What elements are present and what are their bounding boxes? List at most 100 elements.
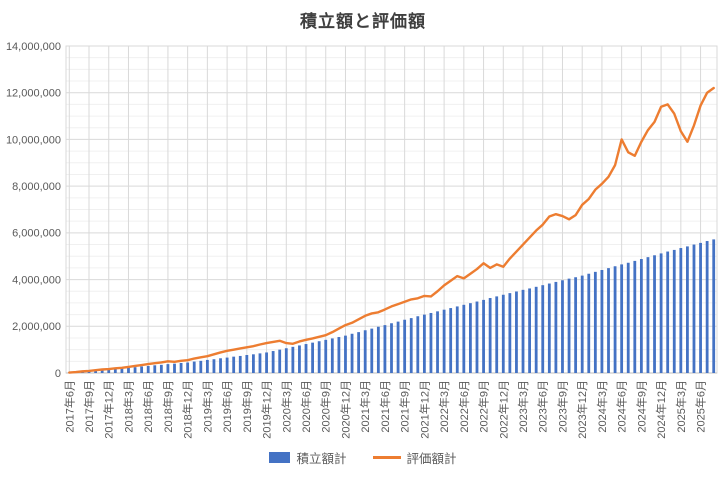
bar — [252, 354, 255, 373]
x-tick-label: 2017年6月 — [62, 380, 76, 433]
bar — [600, 270, 604, 373]
bar — [547, 283, 551, 373]
x-tick-label: 2019年12月 — [260, 380, 274, 439]
bar-series-tsumitate — [67, 239, 716, 374]
bar — [337, 337, 341, 373]
y-tick-label: 10,000,000 — [6, 134, 61, 146]
bar — [712, 239, 716, 373]
x-tick-label: 2018年12月 — [181, 380, 195, 439]
bar — [475, 301, 479, 373]
bar — [639, 259, 643, 373]
bar — [587, 273, 591, 373]
y-axis-labels: 0 2,000,000 4,000,000 6,000,000 8,000,000 10,… — [6, 41, 61, 380]
bar — [574, 277, 578, 373]
bar — [291, 346, 295, 373]
bar — [699, 242, 702, 373]
bar — [659, 253, 663, 373]
bar — [422, 314, 426, 373]
bar — [567, 278, 571, 373]
x-tick-label: 2020年9月 — [319, 380, 333, 433]
bar — [120, 368, 124, 373]
bar — [212, 359, 216, 373]
bar — [653, 255, 656, 373]
x-tick-label: 2024年9月 — [634, 380, 648, 433]
x-tick-label: 2024年12月 — [654, 380, 668, 439]
bar — [613, 266, 617, 373]
x-axis-labels: 2017年6月 2017年9月 2017年12月 2018年3月 2018年6月 2018… — [62, 380, 707, 439]
gridlines-minor — [66, 57, 717, 362]
bar — [357, 332, 361, 374]
x-tick-label: 2023年12月 — [575, 380, 589, 439]
bar — [304, 344, 308, 373]
y-tick-label: 14,000,000 — [6, 41, 61, 53]
bar — [705, 241, 709, 373]
x-tick-label: 2018年3月 — [121, 380, 135, 433]
bar — [199, 360, 203, 373]
bar — [396, 321, 400, 373]
bar — [534, 286, 538, 373]
bar — [580, 275, 584, 373]
bar — [692, 244, 696, 373]
bar — [159, 364, 163, 373]
bar — [225, 357, 229, 373]
bar — [344, 335, 347, 373]
bar — [593, 271, 597, 373]
legend-label-hyouka: 評価額計 — [406, 451, 457, 466]
y-tick-label: 0 — [55, 368, 61, 380]
bar — [469, 303, 472, 373]
bar — [495, 296, 499, 373]
bar — [449, 308, 453, 373]
bar — [626, 262, 630, 373]
legend-bar-swatch-icon — [269, 451, 291, 463]
bar — [317, 341, 321, 373]
x-tick-label: 2023年6月 — [536, 380, 550, 433]
bar — [140, 366, 144, 373]
bar — [442, 309, 446, 373]
bar — [265, 352, 268, 373]
bar — [330, 338, 334, 373]
bar — [515, 291, 518, 373]
bar — [324, 339, 328, 373]
bar — [146, 365, 150, 373]
bar — [238, 355, 242, 373]
x-tick-label: 2018年9月 — [161, 380, 175, 433]
x-tick-label: 2019年9月 — [240, 380, 254, 433]
bar — [455, 306, 459, 373]
line-series-hyouka — [68, 86, 715, 374]
bar — [607, 268, 610, 373]
bar — [219, 358, 222, 373]
x-tick-label: 2024年3月 — [595, 380, 609, 433]
y-tick-label: 6,000,000 — [12, 228, 61, 240]
y-tick-label: 2,000,000 — [12, 321, 61, 333]
bar — [94, 370, 97, 373]
bar — [232, 356, 236, 373]
bar — [271, 351, 275, 373]
bar — [429, 312, 433, 373]
bar — [245, 355, 249, 373]
x-tick-label: 2025年6月 — [694, 380, 708, 433]
x-tick-label: 2023年3月 — [516, 380, 530, 433]
bar — [666, 251, 670, 373]
bar — [482, 299, 485, 373]
bar — [370, 328, 374, 373]
bar — [383, 325, 387, 373]
x-tick-label: 2020年3月 — [279, 380, 293, 433]
bar — [107, 369, 111, 373]
bar — [416, 316, 420, 373]
bar — [173, 363, 176, 373]
bar — [541, 285, 545, 373]
bar — [278, 349, 282, 373]
bar — [153, 365, 157, 373]
legend-line-swatch-icon — [372, 455, 401, 459]
x-tick-label: 2024年6月 — [615, 380, 629, 433]
x-tick-label: 2019年6月 — [220, 380, 234, 433]
x-tick-label: 2017年12月 — [102, 380, 116, 439]
bar — [501, 294, 505, 373]
x-tick-label: 2020年12月 — [338, 380, 352, 439]
bar — [646, 257, 650, 373]
x-tick-label: 2023年9月 — [555, 380, 569, 433]
x-tick-label: 2022年6月 — [457, 380, 471, 433]
x-tick-label: 2017年9月 — [82, 380, 96, 433]
